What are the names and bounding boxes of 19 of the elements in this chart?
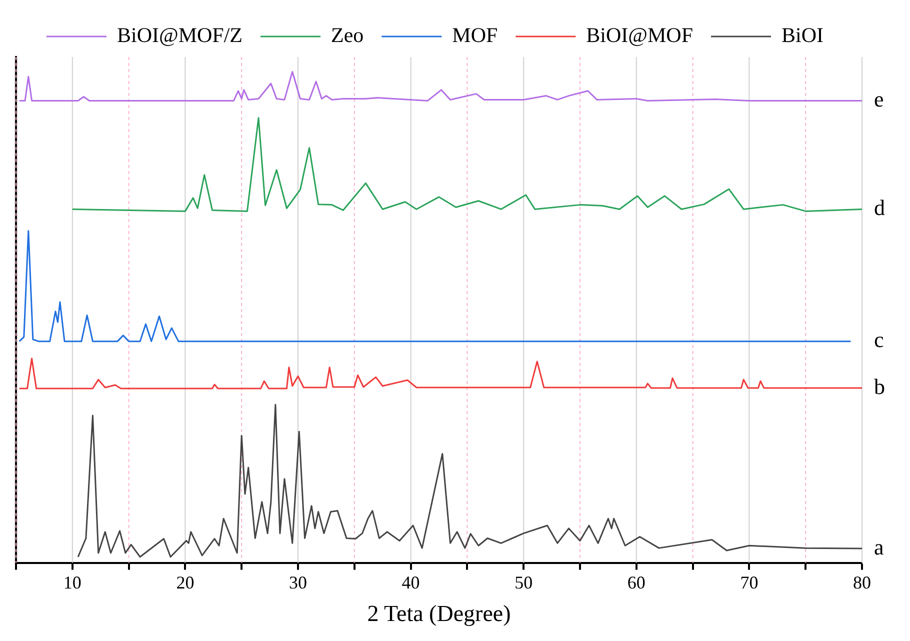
- x-tick-label: 40: [402, 572, 420, 592]
- legend-label: BiOI: [782, 23, 824, 48]
- x-tick-label: 80: [853, 572, 871, 592]
- legend-label: BiOI@MOF/Z: [116, 23, 243, 48]
- text: d: [874, 195, 885, 220]
- legend-label: Zeo: [331, 23, 364, 48]
- x-tick-label: 20: [176, 572, 194, 592]
- legend-label: MOF: [452, 23, 498, 48]
- text: a: [874, 534, 884, 560]
- x-axis-title: 2 Teta (Degree): [367, 601, 511, 626]
- text: b: [874, 374, 885, 399]
- x-tick-label: 50: [514, 572, 533, 592]
- legend-label: BiOI@MOF: [586, 23, 694, 48]
- text: e: [874, 86, 884, 112]
- text: c: [874, 327, 884, 352]
- x-tick-label: 60: [627, 572, 646, 592]
- x-tick-label: 30: [289, 572, 307, 592]
- x-tick-label: 70: [740, 572, 758, 592]
- x-tick-label: 10: [63, 572, 82, 592]
